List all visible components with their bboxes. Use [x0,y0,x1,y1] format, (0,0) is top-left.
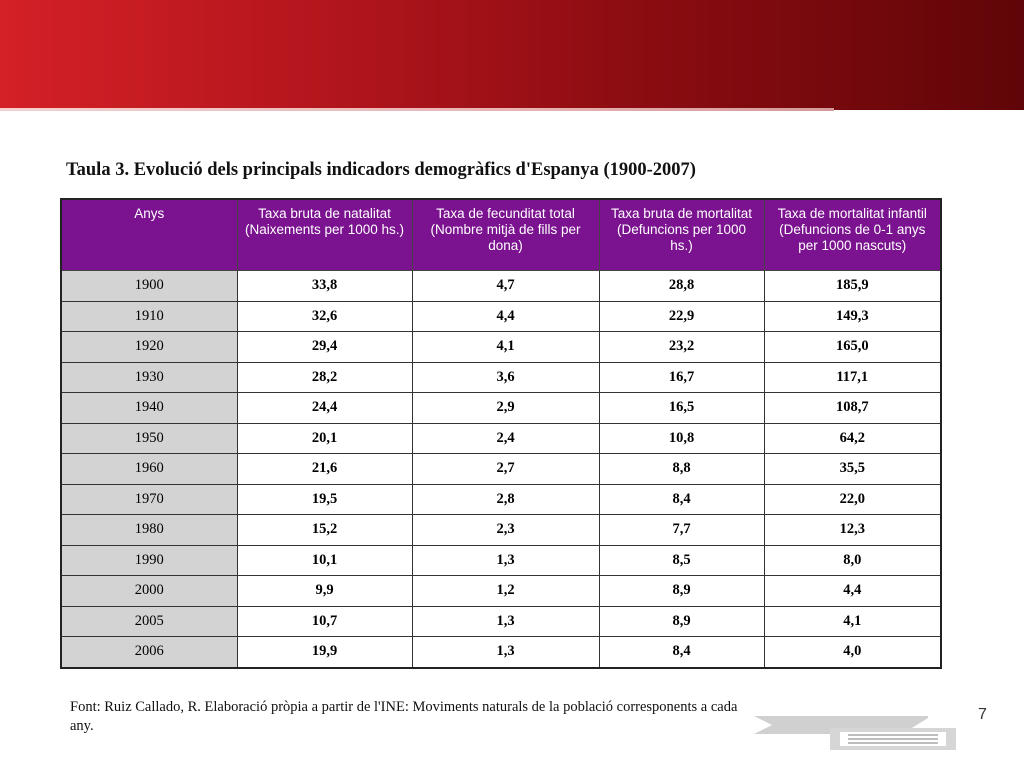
table-row: 2006 19,9 1,3 8,4 4,0 [60,636,942,668]
demographics-table: Anys Taxa bruta de natalitat (Naixements… [60,198,942,669]
value-cell: 35,5 [763,453,942,485]
value-cell: 1,2 [411,575,600,607]
table-row: 1960 21,6 2,7 8,8 35,5 [60,453,942,485]
value-cell: 20,1 [236,422,413,454]
page-number: 7 [978,706,987,723]
table-row: 1990 10,1 1,3 8,5 8,0 [60,544,942,576]
value-cell: 2,9 [411,392,600,424]
table-row: 2000 9,9 1,2 8,9 4,4 [60,575,942,607]
value-cell: 19,5 [236,483,413,515]
table-row: 1920 29,4 4,1 23,2 165,0 [60,331,942,363]
value-cell: 2,3 [411,514,600,546]
value-cell: 8,4 [598,483,765,515]
year-cell: 1960 [60,453,238,485]
value-cell: 23,2 [598,331,765,363]
value-cell: 7,7 [598,514,765,546]
value-cell: 4,1 [411,331,600,363]
table-title-text: . Evolució dels principals indicadors de… [124,160,696,180]
value-cell: 22,9 [598,300,765,332]
value-cell: 33,8 [236,270,413,302]
header-banner [0,0,1024,110]
value-cell: 15,2 [236,514,413,546]
value-cell: 10,7 [236,605,413,637]
value-cell: 2,4 [411,422,600,454]
table-title: Taula 3. Evolució dels principals indica… [66,160,966,181]
value-cell: 1,3 [411,605,600,637]
value-cell: 28,8 [598,270,765,302]
value-cell: 8,9 [598,605,765,637]
table-body: 1900 33,8 4,7 28,8 185,9 1910 32,6 4,4 22,9 149,3… [60,270,942,668]
column-header: Anys [60,198,238,271]
table-row: 1910 32,6 4,4 22,9 149,3 [60,300,942,332]
value-cell: 10,1 [236,544,413,576]
banner-underline [0,108,834,111]
table-row: 2005 10,7 1,3 8,9 4,1 [60,605,942,637]
value-cell: 4,0 [763,636,942,668]
value-cell: 12,3 [763,514,942,546]
value-cell: 22,0 [763,483,942,515]
year-cell: 1970 [60,483,238,515]
value-cell: 10,8 [598,422,765,454]
value-cell: 4,4 [763,575,942,607]
year-cell: 1990 [60,544,238,576]
table-row: 1950 20,1 2,4 10,8 64,2 [60,422,942,454]
value-cell: 8,4 [598,636,765,668]
value-cell: 165,0 [763,331,942,363]
value-cell: 16,7 [598,361,765,393]
value-cell: 3,6 [411,361,600,393]
value-cell: 21,6 [236,453,413,485]
column-header: Taxa bruta de mortalitat (Defuncions per… [598,198,765,271]
year-cell: 1910 [60,300,238,332]
value-cell: 149,3 [763,300,942,332]
value-cell: 8,9 [598,575,765,607]
value-cell: 8,5 [598,544,765,576]
year-cell: 1920 [60,331,238,363]
table-row: 1970 19,5 2,8 8,4 22,0 [60,483,942,515]
year-cell: 1980 [60,514,238,546]
table-row: 1980 15,2 2,3 7,7 12,3 [60,514,942,546]
table-row: 1900 33,8 4,7 28,8 185,9 [60,270,942,302]
column-header: Taxa de fecunditat total (Nombre mitjà d… [411,198,600,271]
source-note: Font: Ruiz Callado, R. Elaboració pròpia… [70,699,738,734]
value-cell: 28,2 [236,361,413,393]
value-cell: 32,6 [236,300,413,332]
year-cell: 2005 [60,605,238,637]
year-cell: 2000 [60,575,238,607]
value-cell: 185,9 [763,270,942,302]
value-cell: 4,7 [411,270,600,302]
column-header: Taxa de mortalitat infantil (Defuncions … [763,198,942,271]
value-cell: 29,4 [236,331,413,363]
value-cell: 108,7 [763,392,942,424]
value-cell: 117,1 [763,361,942,393]
table-title-prefix: Taula 3 [66,160,125,180]
value-cell: 64,2 [763,422,942,454]
table-header-row: Anys Taxa bruta de natalitat (Naixements… [60,198,942,271]
value-cell: 9,9 [236,575,413,607]
value-cell: 19,9 [236,636,413,668]
year-cell: 1930 [60,361,238,393]
table-row: 1930 28,2 3,6 16,7 117,1 [60,361,942,393]
value-cell: 1,3 [411,636,600,668]
value-cell: 4,4 [411,300,600,332]
year-cell: 2006 [60,636,238,668]
value-cell: 8,0 [763,544,942,576]
value-cell: 16,5 [598,392,765,424]
year-cell: 1900 [60,270,238,302]
stacked-lines-logo-icon [754,716,956,750]
year-cell: 1940 [60,392,238,424]
value-cell: 8,8 [598,453,765,485]
value-cell: 24,4 [236,392,413,424]
value-cell: 2,8 [411,483,600,515]
value-cell: 1,3 [411,544,600,576]
value-cell: 2,7 [411,453,600,485]
column-header: Taxa bruta de natalitat (Naixements per … [236,198,413,271]
value-cell: 4,1 [763,605,942,637]
year-cell: 1950 [60,422,238,454]
table-row: 1940 24,4 2,9 16,5 108,7 [60,392,942,424]
